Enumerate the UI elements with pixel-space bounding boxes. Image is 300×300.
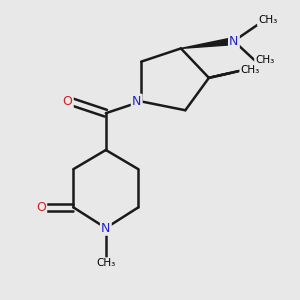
Polygon shape: [181, 38, 234, 48]
Text: O: O: [36, 201, 46, 214]
Text: N: N: [101, 221, 110, 235]
Text: CH₃: CH₃: [258, 15, 278, 26]
Text: CH₃: CH₃: [96, 258, 116, 268]
Text: CH₃: CH₃: [255, 55, 274, 65]
Text: N: N: [132, 95, 141, 108]
Text: CH₃: CH₃: [241, 65, 260, 76]
Text: O: O: [63, 95, 73, 108]
Text: N: N: [229, 34, 239, 48]
